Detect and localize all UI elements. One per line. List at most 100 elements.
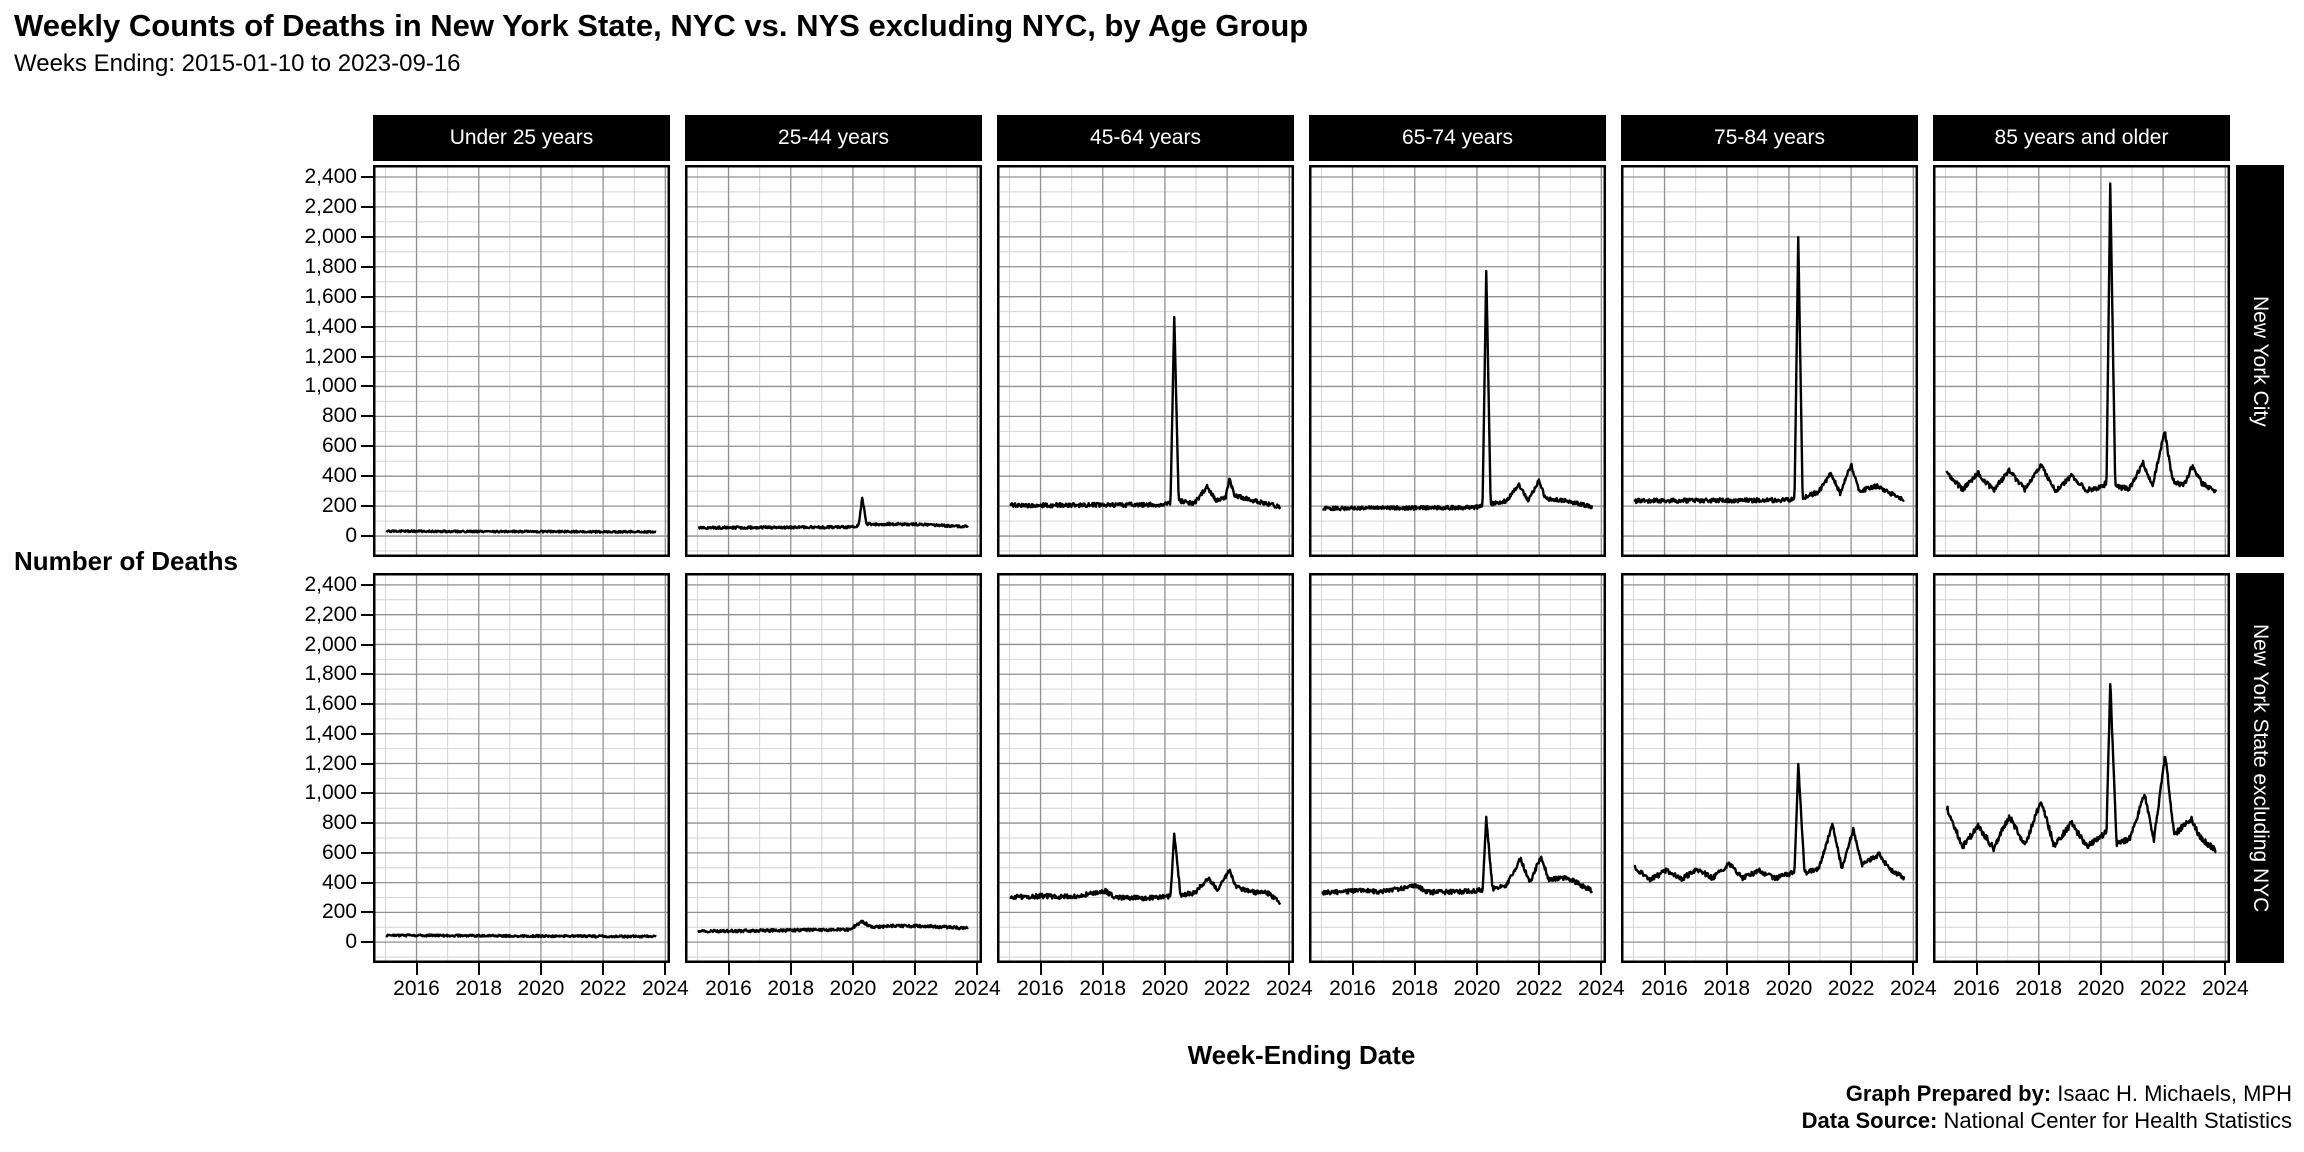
footer-prepared-by: Graph Prepared by: Isaac H. Michaels, MP… [1802, 1080, 2292, 1107]
x-axis-tick [1850, 963, 1853, 975]
panel-1-6 [1933, 165, 2230, 557]
panel-border [1933, 165, 2230, 557]
panel-border [1309, 165, 1606, 557]
x-axis-tick-label: 2016 [393, 977, 440, 1000]
y-axis-tick-label: 1,000 [304, 374, 357, 398]
y-axis-tick-label: 400 [321, 464, 357, 488]
panel-border [997, 165, 1294, 557]
panel-border [685, 573, 982, 963]
y-axis-tick [361, 732, 373, 735]
y-axis-tick [361, 851, 373, 854]
x-axis-tick [1538, 963, 1541, 975]
x-axis-tick [2224, 963, 2227, 975]
y-axis-tick [361, 535, 373, 538]
y-axis-tick [361, 235, 373, 238]
x-axis-tick [1351, 963, 1354, 975]
x-axis-tick-label: 2018 [455, 977, 503, 1000]
x-axis-tick-label: 2024 [953, 977, 1001, 1000]
x-axis-tick-label: 2016 [705, 977, 752, 1000]
y-axis-tick [361, 822, 373, 825]
footer-prepared-by-label: Graph Prepared by: [1845, 1081, 2052, 1106]
x-axis-tick-label: 2018 [767, 977, 815, 1000]
y-axis-tick [361, 475, 373, 478]
y-axis-tick [361, 703, 373, 705]
x-axis-tick-label: 2020 [1453, 977, 1501, 1000]
x-axis-tick [851, 963, 854, 975]
panel-border [1933, 573, 2230, 963]
y-axis-tick-label: 800 [321, 811, 357, 835]
data-line-2-2 [697, 919, 969, 934]
y-axis-tick [361, 176, 373, 178]
panel-2-3 [997, 573, 1294, 963]
data-line-1-2 [697, 496, 969, 531]
facet-strip-col-2: 25-44 years [685, 115, 982, 161]
x-axis-tick [1663, 963, 1666, 975]
x-axis-tick [602, 963, 605, 975]
x-axis-tick-label: 2020 [829, 977, 877, 1000]
y-axis-tick [361, 445, 373, 448]
y-axis-tick [361, 355, 373, 358]
x-axis-tick [1787, 963, 1790, 975]
panel-1-3 [997, 165, 1294, 557]
data-line-2-1 [385, 933, 657, 939]
footer-caption: Graph Prepared by: Isaac H. Michaels, MP… [1802, 1080, 2292, 1134]
x-axis-tick-label: 2016 [1953, 977, 2000, 1000]
x-axis-tick [539, 963, 542, 975]
x-axis-tick-label: 2018 [1703, 977, 1751, 1000]
footer-prepared-by-value: Isaac H. Michaels, MPH [2051, 1081, 2292, 1106]
x-axis-tick-label: 2024 [641, 977, 689, 1000]
y-axis-tick-label: 2,200 [304, 194, 357, 218]
data-line-1-4 [1321, 269, 1594, 512]
panel-1-4 [1309, 165, 1606, 557]
y-axis-tick [361, 673, 373, 676]
footer-data-source-value: National Center for Health Statistics [1937, 1108, 2293, 1133]
y-axis-tick-label: 2,400 [304, 165, 357, 188]
x-axis-tick [1163, 963, 1166, 975]
y-axis-tick [361, 415, 373, 418]
y-axis-tick [361, 941, 373, 944]
y-axis-tick-label: 1,400 [304, 721, 357, 745]
y-axis-tick-label: 600 [321, 840, 357, 864]
y-axis-tick [361, 505, 373, 508]
y-axis-tick-label: 400 [321, 870, 357, 894]
x-axis-tick [789, 963, 792, 975]
facet-strip-row-1: New York City [2236, 165, 2284, 557]
x-axis-tick [1226, 963, 1229, 975]
y-axis-tick [361, 325, 373, 328]
x-axis-tick [914, 963, 917, 975]
x-axis-tick-label: 2022 [1203, 977, 1251, 1000]
y-axis-tick-label: 1,200 [304, 344, 357, 368]
panel-border [1621, 573, 1918, 963]
y-axis-tick-label: 200 [321, 900, 357, 924]
x-axis-tick-label: 2018 [1391, 977, 1439, 1000]
x-axis-tick [976, 963, 979, 975]
x-axis-tick-label: 2022 [2139, 977, 2187, 1000]
panel-border [373, 573, 670, 963]
panel-2-2 [685, 573, 982, 963]
y-axis-tick-label: 1,400 [304, 314, 357, 338]
y-axis-tick-label: 2,200 [304, 602, 357, 626]
x-axis-tick-label: 2018 [2015, 977, 2063, 1000]
x-axis-tick [1101, 963, 1104, 975]
y-axis-tick [361, 762, 373, 765]
x-axis-tick-label: 2024 [1577, 977, 1625, 1000]
facet-strip-col-6: 85 years and older [1933, 115, 2230, 161]
data-line-2-5 [1633, 762, 1906, 883]
x-axis-tick [477, 963, 480, 975]
y-axis-tick-label: 0 [345, 524, 357, 548]
data-line-1-1 [385, 529, 657, 534]
x-axis-tick [2037, 963, 2040, 975]
panel-1-5 [1621, 165, 1918, 557]
panel-border [997, 573, 1294, 963]
y-axis-tick [361, 385, 373, 388]
panel-2-4 [1309, 573, 1606, 963]
y-axis-tick [361, 205, 373, 208]
x-axis-tick [1475, 963, 1478, 975]
x-axis-tick [727, 963, 730, 975]
y-axis-tick-label: 1,600 [304, 692, 357, 715]
x-axis-tick [1725, 963, 1728, 975]
panel-border [1309, 573, 1606, 963]
y-axis-tick-label: 200 [321, 494, 357, 518]
y-axis-tick [361, 792, 373, 795]
